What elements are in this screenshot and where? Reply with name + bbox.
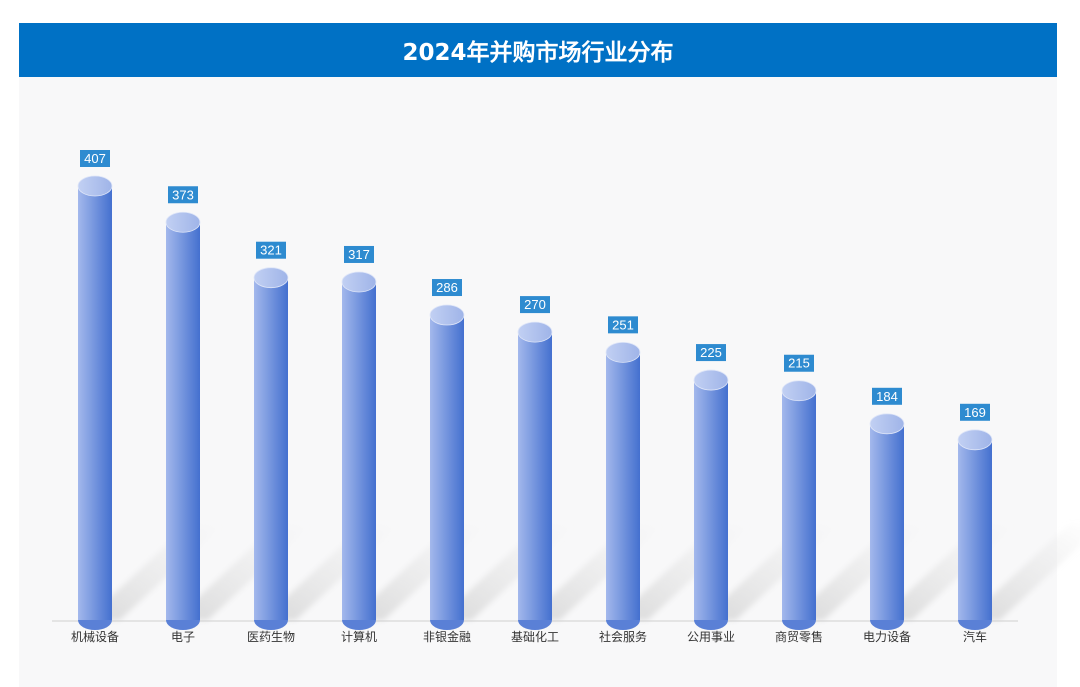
bar: 169 (957, 403, 993, 630)
data-label-bg (80, 150, 110, 167)
bar-body (518, 332, 552, 620)
data-label: 321 (260, 243, 282, 258)
x-tick-label: 非银金融 (423, 629, 471, 644)
bar-bottom-fill (606, 610, 640, 620)
bar-bottom-fill (342, 610, 376, 620)
bar-top (869, 413, 905, 435)
bar-top (253, 267, 289, 289)
bar-bottom-fill (782, 610, 816, 620)
x-tick-label: 医药生物 (247, 630, 295, 644)
bar: 407 (77, 150, 113, 630)
x-tick-label: 计算机 (341, 629, 377, 644)
bar: 286 (429, 279, 465, 630)
bar: 215 (781, 354, 817, 630)
bar-bottom-fill (78, 610, 112, 620)
data-label-bg (256, 241, 286, 259)
data-label: 286 (436, 280, 458, 295)
bar-body (694, 380, 728, 620)
bar-body (254, 277, 288, 620)
bar-shadow (966, 525, 1080, 620)
bar: 251 (605, 316, 641, 630)
bar: 317 (341, 245, 377, 630)
data-label: 184 (876, 389, 898, 404)
bar-body (606, 352, 640, 620)
x-tick-label: 汽车 (963, 629, 987, 644)
data-label-bg (520, 296, 550, 314)
data-label-bg (872, 387, 902, 405)
bar-bottom-fill (518, 610, 552, 620)
bar-bottom-fill (870, 610, 904, 620)
bar-top (77, 175, 113, 197)
data-label: 317 (348, 247, 370, 262)
bar-body (958, 439, 992, 620)
bar-body (166, 222, 200, 620)
x-tick-label: 基础化工 (511, 630, 559, 644)
data-label-bg (168, 186, 198, 204)
bar: 225 (693, 344, 729, 630)
data-label: 407 (84, 151, 106, 166)
bar-top (693, 369, 729, 391)
bar-top (165, 211, 201, 233)
data-label: 251 (612, 317, 634, 332)
x-tick-label: 商贸零售 (775, 629, 823, 644)
data-label-bg (344, 245, 374, 263)
bar-body (870, 423, 904, 620)
bar-top (341, 271, 377, 293)
bar-body (342, 281, 376, 620)
bar-top (429, 304, 465, 326)
bar-bottom-fill (694, 610, 728, 620)
data-label: 225 (700, 345, 722, 360)
bar-top (957, 429, 993, 451)
x-tick-label: 电子 (171, 630, 195, 644)
bar-top (605, 341, 641, 363)
data-label: 373 (172, 187, 194, 202)
bar-body (782, 390, 816, 620)
x-tick-label: 公用事业 (687, 630, 735, 644)
bar-bottom-fill (166, 610, 200, 620)
bar: 321 (253, 241, 289, 630)
bar-body (78, 186, 112, 620)
x-tick-label: 社会服务 (599, 629, 647, 644)
bar-top (781, 380, 817, 402)
data-label-bg (696, 344, 726, 362)
chart-title: 2024年并购市场行业分布 (19, 23, 1057, 77)
bar: 373 (165, 186, 201, 630)
data-label: 215 (788, 356, 810, 371)
bar: 270 (517, 296, 553, 630)
x-tick-label: 电力设备 (863, 630, 911, 644)
data-label-bg (432, 279, 462, 297)
bar-bottom-fill (958, 610, 992, 620)
data-label-bg (784, 354, 814, 372)
data-label-bg (960, 403, 990, 421)
bar-body (430, 315, 464, 620)
bar-top (517, 321, 553, 343)
bar-bottom-fill (430, 610, 464, 620)
data-label: 169 (964, 405, 986, 420)
data-label: 270 (524, 297, 546, 312)
bar-bottom-fill (254, 610, 288, 620)
x-tick-label: 机械设备 (71, 629, 119, 644)
data-label-bg (608, 316, 638, 334)
bar: 184 (869, 387, 905, 630)
